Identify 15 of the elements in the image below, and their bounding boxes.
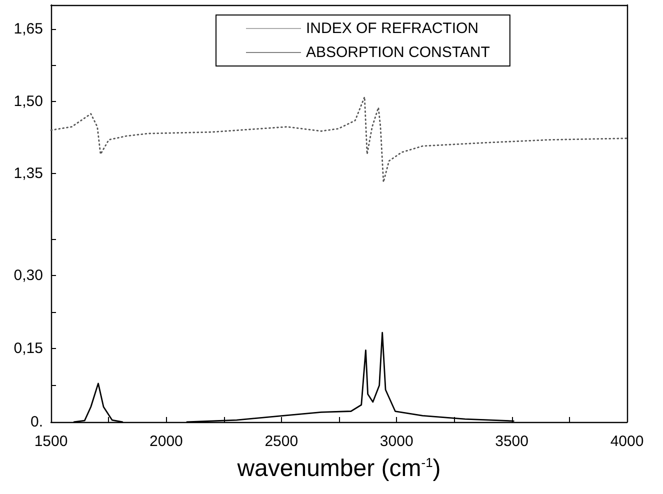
y-tick-label: 1,35 [14,164,43,182]
x-tick-label: 3000 [380,433,414,450]
y-tick-label: 0. [30,414,43,430]
y-tick-label: 1,50 [14,92,43,110]
x-tick-label: 2000 [150,433,183,450]
x-tick-label: 2500 [264,433,298,450]
x-tick-label: 1500 [34,433,68,450]
legend-label: INDEX OF REFRACTION [306,20,479,37]
y-tick-label: 0,30 [14,266,43,284]
x-tick-label: 4000 [610,433,644,450]
line-series [50,96,628,183]
y-tick-label: 1,65 [14,20,43,38]
x-tick-label: 3500 [495,433,528,450]
legend-label: ABSORPTION CONSTANT [306,44,490,61]
y-tick-label: 0,15 [14,340,43,358]
